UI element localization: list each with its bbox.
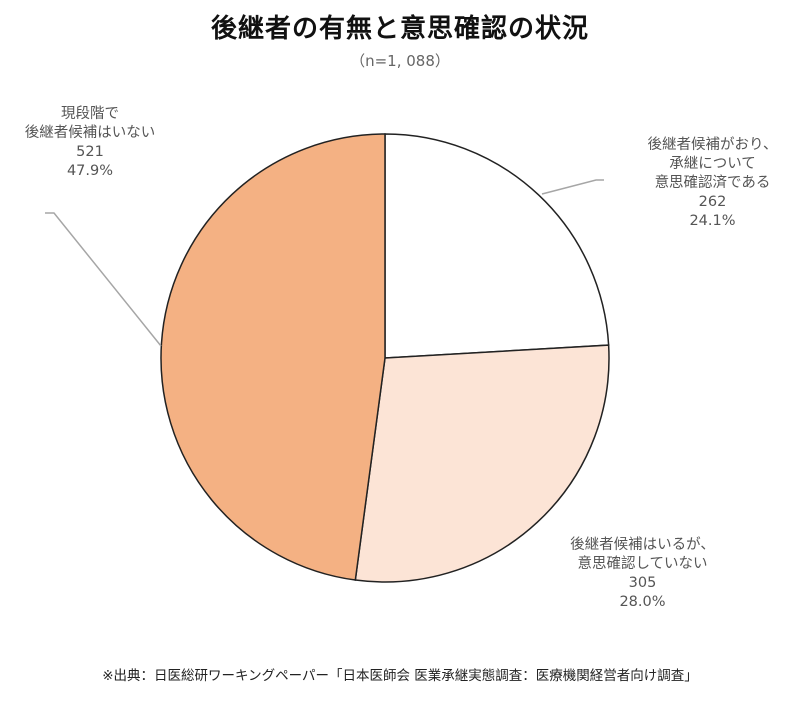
pie-slice-0 xyxy=(384,133,610,359)
label-text: 後継者候補はいない xyxy=(24,125,156,141)
label-text: 後継者候補がおり、 xyxy=(647,137,778,153)
label-percent: 28.0% xyxy=(619,594,666,610)
label-text: 意思確認していない xyxy=(577,556,708,572)
label-count: 262 xyxy=(698,194,727,210)
chart-subtitle: （n=1, 088） xyxy=(350,52,450,70)
label-count: 521 xyxy=(76,144,104,160)
label-text: 現段階で xyxy=(61,106,119,122)
pie-slices xyxy=(160,133,610,583)
chart-title: 後継者の有無と意思確認の状況 xyxy=(210,14,589,44)
leader-line-none xyxy=(45,212,162,347)
data-label-none: 現段階で 後継者候補はいない 521 47.9% xyxy=(0,105,180,181)
source-note: ※出典：日医総研ワーキングペーパー「日本医師会 医業承継実態調査：医療機関経営者… xyxy=(102,668,698,684)
pie-slice-1 xyxy=(354,344,610,583)
data-label-confirmed: 後継者候補がおり、 承継について 意思確認済である 262 24.1% xyxy=(625,136,800,231)
label-percent: 24.1% xyxy=(689,213,736,229)
data-label-unconfirmed: 後継者候補はいるが、 意思確認していない 305 28.0% xyxy=(540,536,745,612)
label-text: 意思確認済である xyxy=(654,175,771,191)
label-count: 305 xyxy=(628,575,657,591)
pie-slice-2 xyxy=(160,133,386,581)
label-text: 承継について xyxy=(669,156,756,172)
label-text: 後継者候補はいるが、 xyxy=(570,537,715,553)
label-percent: 47.9% xyxy=(66,163,114,179)
leader-line-confirmed xyxy=(541,179,604,195)
